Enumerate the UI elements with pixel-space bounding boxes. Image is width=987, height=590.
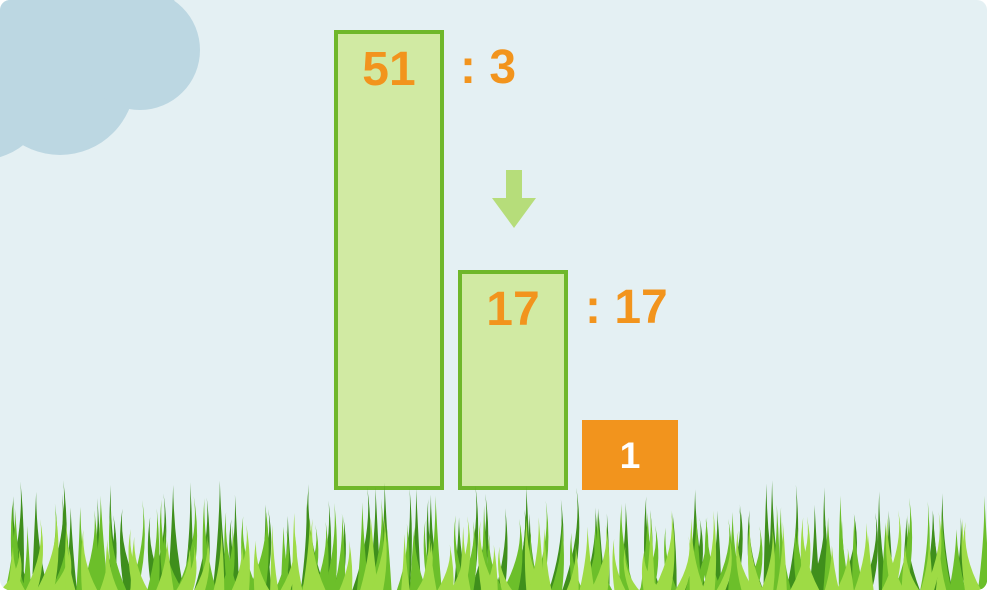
colon-2: :: [585, 281, 601, 334]
bar-quotient-17: 17: [458, 270, 568, 490]
bar-value-17: 17: [486, 282, 539, 337]
division-text-2: : 17: [585, 280, 668, 335]
grass-decoration: [0, 470, 987, 590]
arrow-down-icon: [492, 170, 536, 228]
stage: 51 : 3 17 : 17 1: [0, 0, 987, 590]
bar-value-51: 51: [362, 42, 415, 97]
divisor-2: 17: [614, 281, 667, 334]
bar-dividend-51: 51: [334, 30, 444, 490]
colon-1: :: [460, 41, 476, 94]
divisor-1: 3: [489, 41, 516, 94]
cloud-decoration: [0, 0, 260, 200]
division-text-1: : 3: [460, 40, 516, 95]
